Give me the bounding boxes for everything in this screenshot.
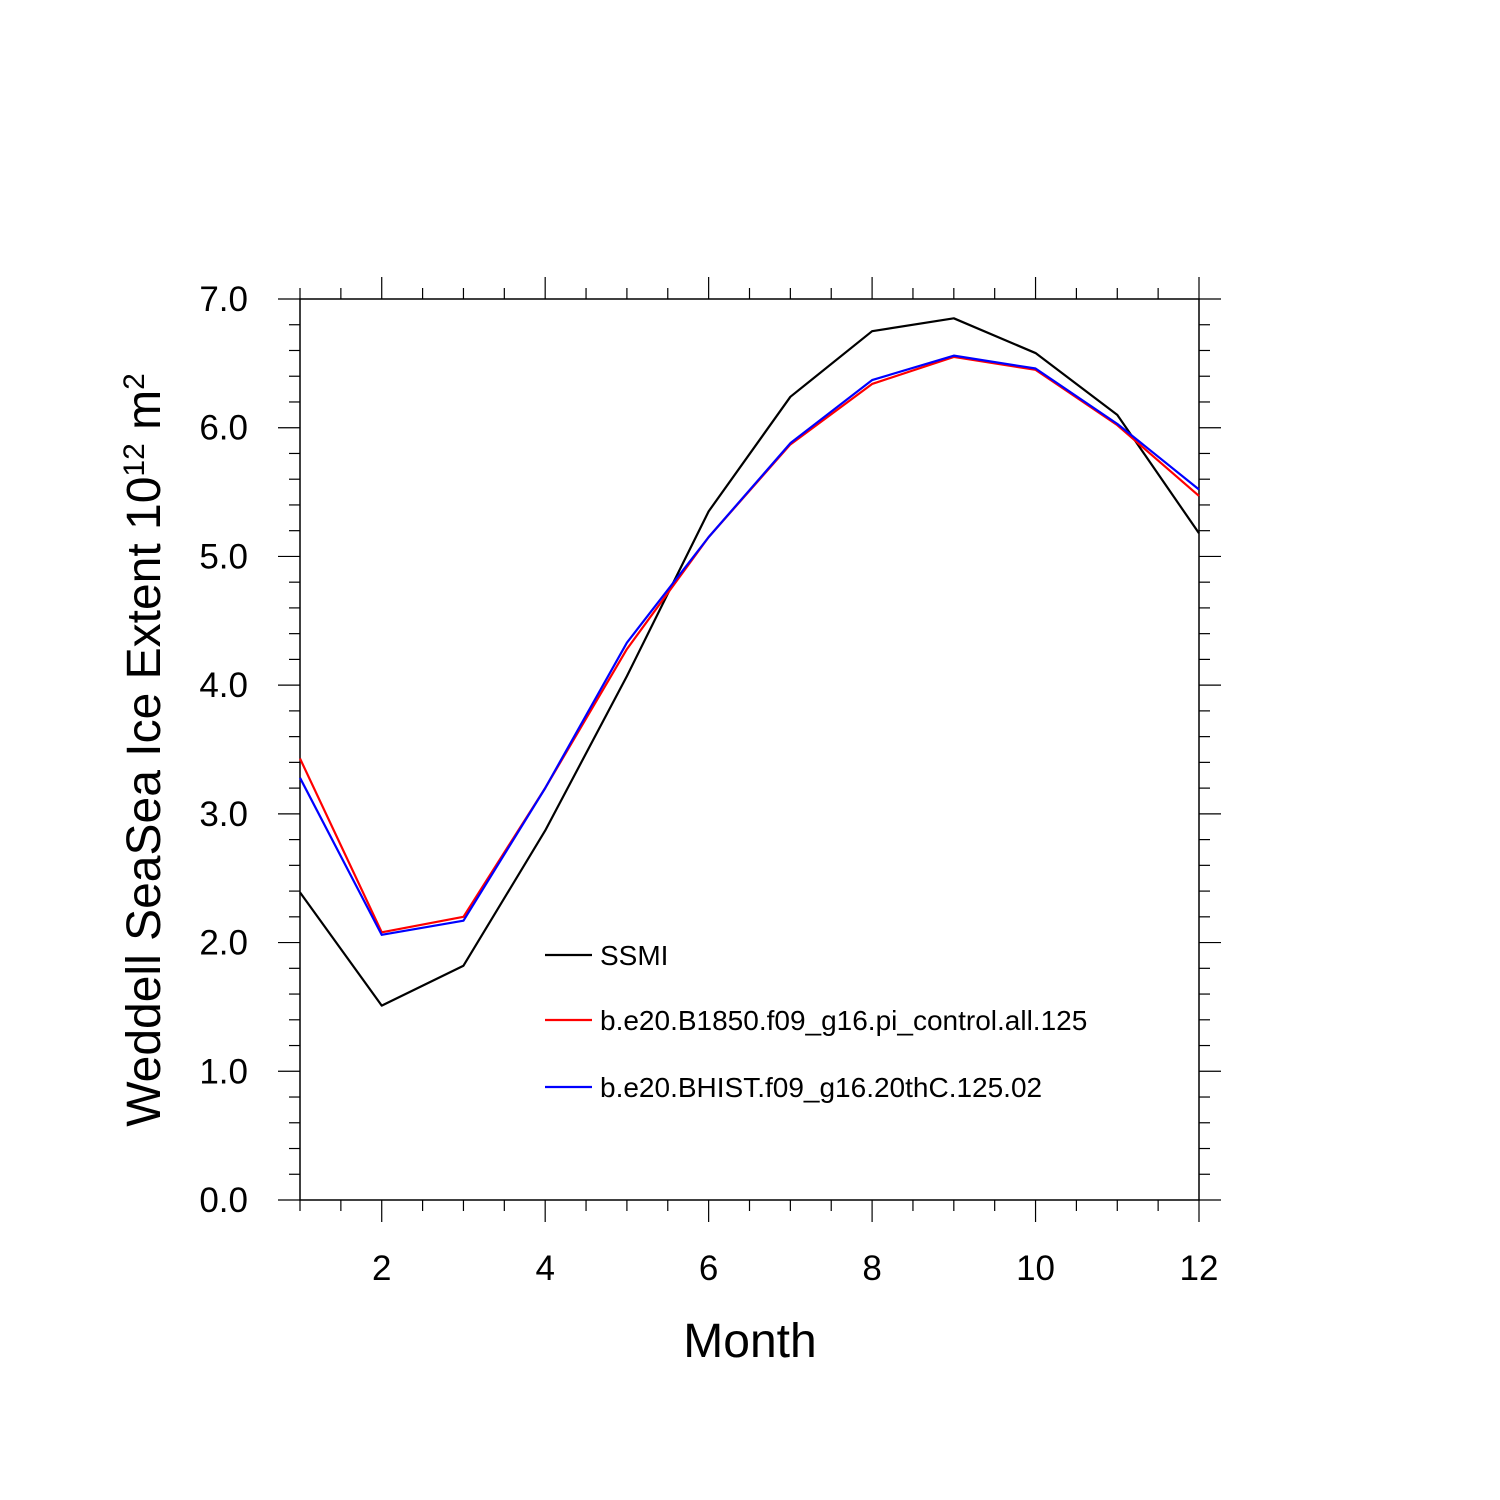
series-line-1 bbox=[299, 355, 1200, 934]
x-tick-label: 2 bbox=[372, 1249, 391, 1288]
plot-border bbox=[299, 298, 1200, 1201]
y-tick-label: 3.0 bbox=[199, 795, 248, 834]
axis-ticks bbox=[278, 277, 1221, 1222]
y-tick-label: 1.0 bbox=[199, 1052, 248, 1091]
y-axis-title-unit-exponent: 2 bbox=[118, 373, 151, 390]
y-axis-title: Weddell SeaSea Ice Extent 1012 m2 bbox=[118, 373, 172, 1127]
x-tick-label: 10 bbox=[1016, 1249, 1055, 1288]
series-lines bbox=[299, 317, 1200, 1007]
y-axis-title-text: Weddell SeaSea Ice Extent 10 bbox=[118, 477, 171, 1127]
x-tick-label: 12 bbox=[1180, 1249, 1219, 1288]
y-tick-label: 6.0 bbox=[199, 409, 248, 448]
series-line-2 bbox=[299, 354, 1200, 936]
legend-label-1: b.e20.B1850.f09_g16.pi_control.all.125 bbox=[600, 1005, 1087, 1036]
y-tick-label: 5.0 bbox=[199, 537, 248, 576]
legend-label-0: SSMI bbox=[600, 940, 668, 971]
tick-labels: 2 4 6 8 10 12 0.0 1.0 2.0 3.0 4.0 5.0 6.0 7.0 bbox=[199, 280, 1218, 1288]
plot-frame bbox=[299, 298, 1200, 1201]
x-tick-label: 8 bbox=[862, 1249, 881, 1288]
x-tick-label: 4 bbox=[535, 1249, 554, 1288]
y-axis-title-exponent: 12 bbox=[118, 443, 151, 476]
x-tick-label: 6 bbox=[699, 1249, 718, 1288]
y-tick-label: 4.0 bbox=[199, 666, 248, 705]
y-tick-label: 2.0 bbox=[199, 924, 248, 963]
y-tick-label: 0.0 bbox=[199, 1181, 248, 1220]
y-tick-label: 7.0 bbox=[199, 280, 248, 319]
x-axis-title: Month bbox=[683, 1315, 816, 1368]
legend: SSMI b.e20.B1850.f09_g16.pi_control.all.1… bbox=[545, 940, 1087, 1103]
y-axis-title-unit: m bbox=[118, 390, 171, 443]
series-line-0 bbox=[299, 317, 1200, 1007]
legend-label-2: b.e20.BHIST.f09_g16.20thC.125.02 bbox=[600, 1072, 1042, 1103]
